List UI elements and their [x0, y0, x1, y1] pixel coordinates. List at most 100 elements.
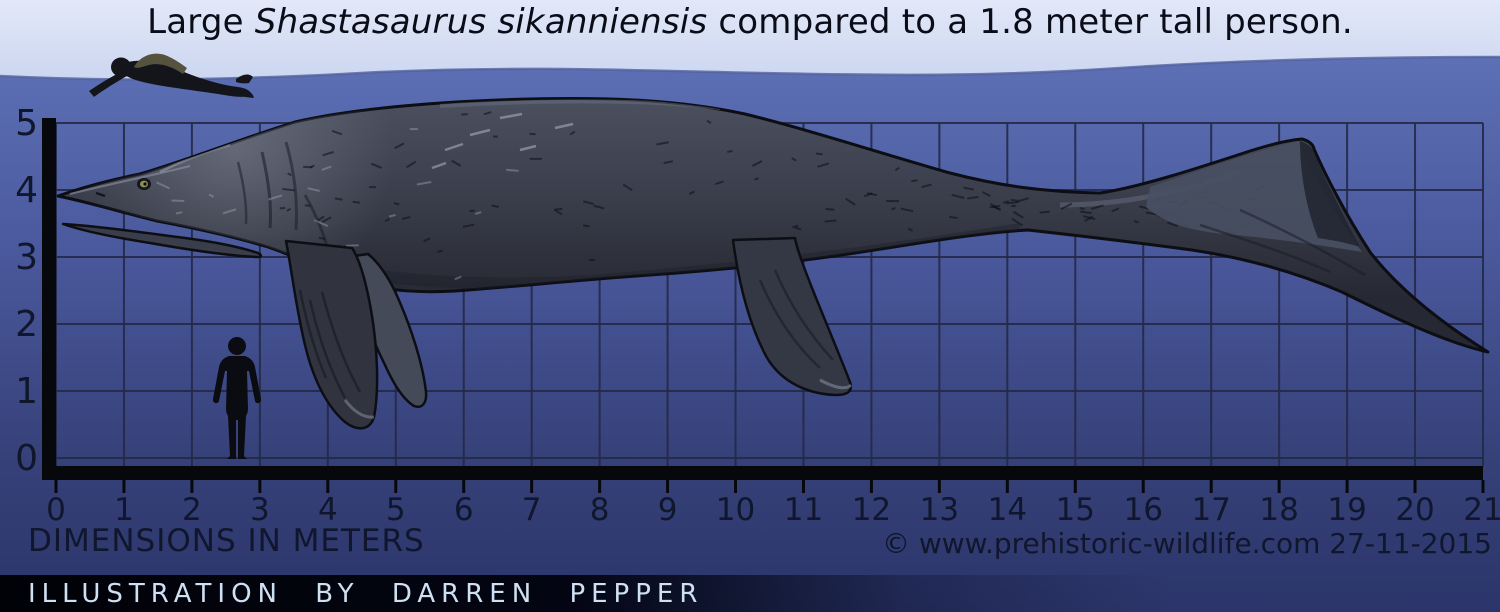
title-suffix: compared to a 1.8 meter tall person. — [707, 2, 1353, 42]
y-axis-tick-label: 1 — [15, 371, 38, 412]
skin-speckle — [553, 208, 563, 216]
skin-speckle — [583, 200, 594, 205]
x-axis-tick — [666, 480, 670, 493]
y-axis-bar — [42, 118, 56, 480]
skin-speckle — [751, 160, 763, 167]
skin-speckle — [331, 129, 343, 136]
skin-highlight-speckle — [474, 211, 482, 215]
skin-speckle — [1084, 215, 1094, 222]
skin-speckle — [583, 224, 590, 228]
x-axis-tick-label: 12 — [852, 492, 891, 528]
x-axis-tick-label: 2 — [182, 492, 202, 528]
skin-speckle — [352, 200, 360, 204]
x-axis-tick — [1073, 480, 1077, 493]
skin-speckle — [791, 157, 797, 162]
skin-speckle — [622, 183, 633, 192]
x-axis-tick-label: 21 — [1463, 492, 1500, 528]
x-axis-tick — [869, 480, 873, 493]
x-axis-tick — [326, 480, 330, 493]
x-axis-tick-label: 7 — [522, 492, 542, 528]
x-axis-tick-label: 20 — [1395, 492, 1434, 528]
x-axis-tick-label: 1 — [114, 492, 134, 528]
skin-speckle — [315, 215, 325, 223]
eye-pupil — [143, 182, 147, 186]
x-axis-tick-label: 19 — [1327, 492, 1366, 528]
skin-speckle — [992, 205, 1002, 211]
x-axis-caption: DIMENSIONS IN METERS — [28, 523, 425, 559]
skin-speckle — [405, 160, 417, 169]
skin-speckle — [1090, 204, 1104, 210]
skin-speckle — [321, 216, 332, 224]
skin-speckle — [949, 215, 958, 220]
skin-highlight-speckle — [345, 244, 359, 247]
skin-speckle — [286, 207, 292, 212]
shastasaurus-silhouette — [56, 96, 1490, 430]
animal-lower-jaw — [61, 222, 263, 259]
x-axis-tick — [530, 480, 534, 493]
x-axis-tick — [598, 480, 602, 493]
x-axis-tick — [1005, 480, 1009, 493]
skin-highlight-speckle — [454, 275, 462, 281]
skin-speckle — [1080, 210, 1092, 215]
skin-speckle — [963, 186, 975, 191]
x-axis-tick-label: 8 — [590, 492, 610, 528]
skin-speckle — [792, 224, 799, 229]
skin-highlight-speckle — [321, 165, 332, 171]
skin-highlight-speckle — [268, 194, 283, 201]
title-prefix: Large — [147, 2, 255, 42]
skin-speckle — [384, 218, 391, 223]
x-axis-tick — [801, 480, 805, 493]
swimmer-body — [122, 60, 252, 97]
skin-speckle — [1167, 221, 1178, 228]
diagram-title: Large Shastasaurus sikanniensis compared… — [0, 2, 1500, 42]
skin-speckle — [1011, 217, 1023, 227]
skin-speckle — [794, 226, 802, 231]
skin-speckle — [656, 141, 669, 146]
x-axis-tick-label: 18 — [1259, 492, 1298, 528]
x-axis-tick — [1277, 480, 1281, 493]
x-axis-bar — [42, 466, 1483, 480]
skin-speckle — [1133, 220, 1139, 224]
skin-speckle — [900, 207, 914, 213]
x-axis-tick-label: 6 — [454, 492, 474, 528]
skin-speckle — [401, 215, 411, 220]
skin-speckle — [825, 208, 835, 211]
skin-speckle — [287, 172, 292, 177]
x-axis-tick-label: 4 — [318, 492, 338, 528]
skin-speckle — [815, 152, 823, 156]
skin-highlight-speckle — [313, 219, 329, 228]
skin-speckle — [1010, 198, 1018, 202]
skin-speckle — [451, 159, 462, 167]
skin-speckle — [824, 219, 837, 223]
skin-speckle — [866, 192, 878, 197]
x-axis-tick — [1141, 480, 1145, 493]
pelvic-flipper-streaks — [758, 269, 834, 369]
x-axis-tick-label: 14 — [988, 492, 1027, 528]
x-axis-tick-label: 16 — [1124, 492, 1163, 528]
skin-speckle — [1111, 207, 1120, 213]
skin-speckle — [891, 206, 896, 211]
copyright-notice: © www.prehistoric-wildlife.com 27-11-201… — [881, 527, 1492, 560]
skin-speckle — [921, 183, 932, 189]
skin-speckle — [894, 166, 900, 172]
x-axis-tick — [462, 480, 466, 493]
skin-highlight-speckle — [156, 181, 170, 190]
skin-speckle — [491, 204, 499, 208]
x-axis-tick — [122, 480, 126, 493]
swimmer-silhouette — [89, 53, 254, 98]
skin-highlight-speckle — [388, 213, 396, 218]
x-axis-tick-label: 9 — [658, 492, 678, 528]
skin-speckle — [967, 195, 979, 200]
swimmer-arm-underwater — [89, 70, 129, 97]
tail-fluke-peak-shadow — [1300, 141, 1360, 247]
x-axis-tick — [1209, 480, 1213, 493]
skin-highlight-speckle — [222, 208, 237, 215]
x-axis-tick-label: 17 — [1191, 492, 1230, 528]
y-axis-tick-label: 5 — [15, 103, 38, 144]
skin-speckle — [318, 236, 326, 241]
x-axis-tick-label: 0 — [46, 492, 66, 528]
skin-speckle — [1012, 210, 1024, 219]
skin-highlight-speckle — [506, 168, 519, 172]
